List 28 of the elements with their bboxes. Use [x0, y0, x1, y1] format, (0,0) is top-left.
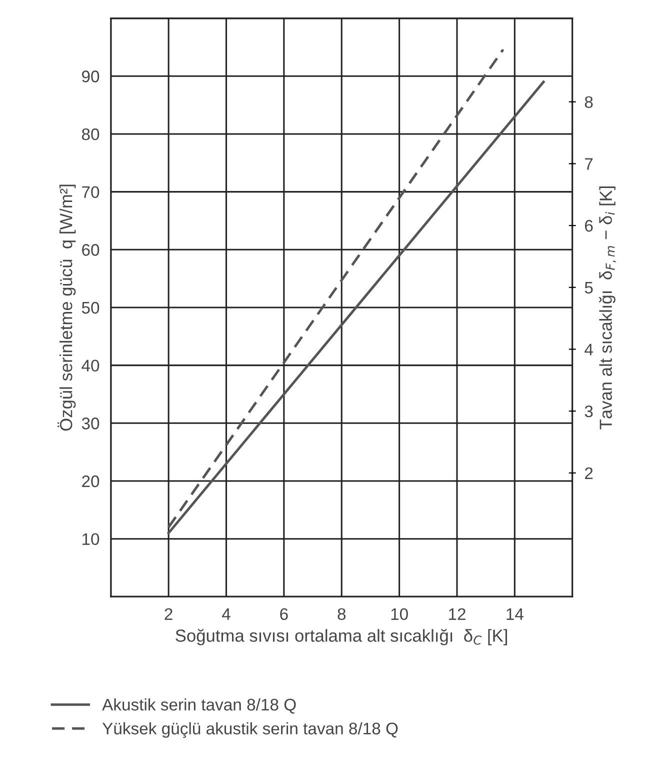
y2-tick-label: 5 — [584, 282, 593, 294]
x-axis-title: Soğutma sıvısı ortalama alt sıcaklığı δ$_{C}$ [K] — [176, 628, 507, 646]
y-axis-title: Özgül serinletme gücü q [W/m²] — [58, 184, 76, 431]
y2-tick-label: 7 — [585, 158, 593, 170]
y-tick-label: 30 — [82, 418, 100, 430]
y-tick-label: 20 — [82, 475, 100, 488]
y-tick-label: 50 — [82, 302, 100, 314]
y2-tick-label: 3 — [584, 406, 593, 418]
y2-axis-title: Tavan alt sıcaklığı δ$_{F,m}$ − δ$_{i}$ [K] — [598, 186, 616, 430]
x-tick-label: 12 — [449, 608, 466, 620]
x-tick-label: 6 — [280, 608, 288, 620]
y-tick-label: 90 — [82, 70, 100, 82]
x-tick-label: 14 — [506, 608, 524, 620]
x-tick-label: 2 — [164, 608, 172, 620]
y-tick-label: 60 — [82, 244, 100, 256]
y2-tick-label: 8 — [584, 96, 593, 108]
legend-label: Akustik serin tavan 8/18 Q — [102, 698, 296, 714]
y-tick-label: 80 — [82, 128, 100, 140]
x-tick-label: 4 — [222, 608, 230, 620]
y2-tick-label: 6 — [585, 220, 593, 232]
y-tick-label: 10 — [82, 533, 100, 546]
y-tick-label: 40 — [82, 360, 100, 372]
y2-tick-label: 2 — [585, 467, 593, 479]
x-tick-label: 8 — [338, 608, 346, 620]
x-tick-label: 10 — [391, 608, 408, 620]
y2-tick-label: 4 — [584, 344, 593, 356]
y-tick-label: 70 — [82, 186, 100, 198]
legend-label: Yüksek güçlü akustik serin tavan 8/18 Q — [102, 722, 398, 738]
